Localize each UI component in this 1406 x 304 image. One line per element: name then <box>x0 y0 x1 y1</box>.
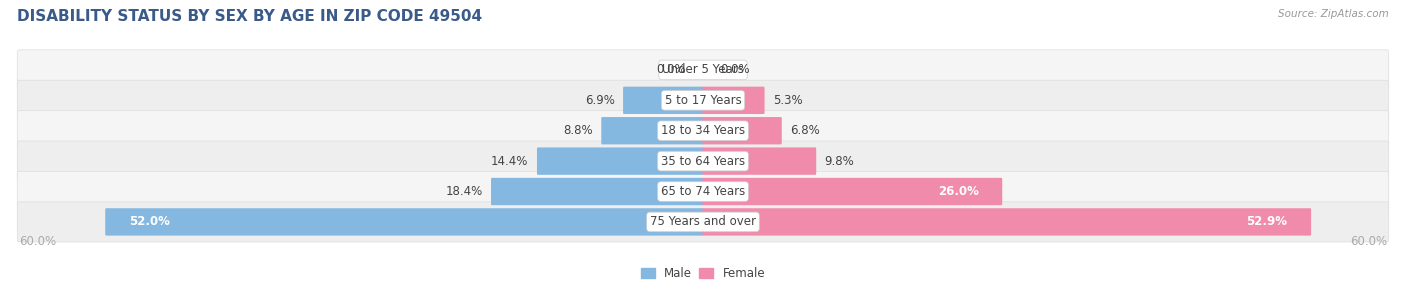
Text: 52.0%: 52.0% <box>129 216 170 228</box>
Text: 14.4%: 14.4% <box>491 155 529 168</box>
Text: 75 Years and over: 75 Years and over <box>650 216 756 228</box>
FancyBboxPatch shape <box>17 111 1389 151</box>
Text: 26.0%: 26.0% <box>938 185 979 198</box>
Text: 52.9%: 52.9% <box>1247 216 1288 228</box>
Text: 5 to 17 Years: 5 to 17 Years <box>665 94 741 107</box>
Text: 6.9%: 6.9% <box>585 94 614 107</box>
Text: 8.8%: 8.8% <box>564 124 593 137</box>
Text: 0.0%: 0.0% <box>720 64 749 76</box>
Text: 65 to 74 Years: 65 to 74 Years <box>661 185 745 198</box>
FancyBboxPatch shape <box>703 208 1312 236</box>
Text: 18.4%: 18.4% <box>446 185 482 198</box>
Text: 0.0%: 0.0% <box>657 64 686 76</box>
FancyBboxPatch shape <box>17 141 1389 181</box>
Text: 60.0%: 60.0% <box>1350 235 1388 248</box>
Text: 9.8%: 9.8% <box>825 155 855 168</box>
FancyBboxPatch shape <box>17 171 1389 212</box>
FancyBboxPatch shape <box>17 202 1389 242</box>
Text: DISABILITY STATUS BY SEX BY AGE IN ZIP CODE 49504: DISABILITY STATUS BY SEX BY AGE IN ZIP C… <box>17 9 482 24</box>
Text: Source: ZipAtlas.com: Source: ZipAtlas.com <box>1278 9 1389 19</box>
FancyBboxPatch shape <box>105 208 703 236</box>
Text: 60.0%: 60.0% <box>18 235 56 248</box>
Legend: Male, Female: Male, Female <box>641 267 765 280</box>
Text: 5.3%: 5.3% <box>773 94 803 107</box>
FancyBboxPatch shape <box>537 147 703 175</box>
FancyBboxPatch shape <box>623 87 703 114</box>
Text: 6.8%: 6.8% <box>790 124 820 137</box>
FancyBboxPatch shape <box>17 50 1389 90</box>
FancyBboxPatch shape <box>602 117 703 144</box>
FancyBboxPatch shape <box>703 147 817 175</box>
Text: 18 to 34 Years: 18 to 34 Years <box>661 124 745 137</box>
Text: Under 5 Years: Under 5 Years <box>662 64 744 76</box>
FancyBboxPatch shape <box>703 178 1002 205</box>
FancyBboxPatch shape <box>17 80 1389 120</box>
Text: 35 to 64 Years: 35 to 64 Years <box>661 155 745 168</box>
FancyBboxPatch shape <box>491 178 703 205</box>
FancyBboxPatch shape <box>703 87 765 114</box>
FancyBboxPatch shape <box>703 117 782 144</box>
